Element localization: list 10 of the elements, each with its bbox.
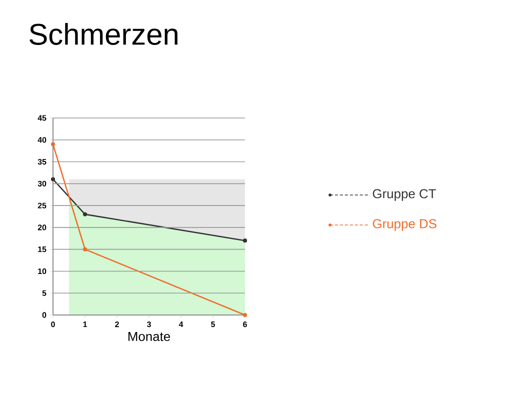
legend-label: Gruppe DS <box>372 219 436 231</box>
point <box>242 312 248 318</box>
point <box>242 238 248 243</box>
chart-title: Schmerzen <box>30 23 178 45</box>
x-axis-title: Monate <box>128 332 170 342</box>
point <box>50 177 56 182</box>
point <box>82 247 88 252</box>
point <box>50 142 56 146</box>
legend-label: Gruppe CT <box>372 189 436 201</box>
point <box>82 212 88 216</box>
